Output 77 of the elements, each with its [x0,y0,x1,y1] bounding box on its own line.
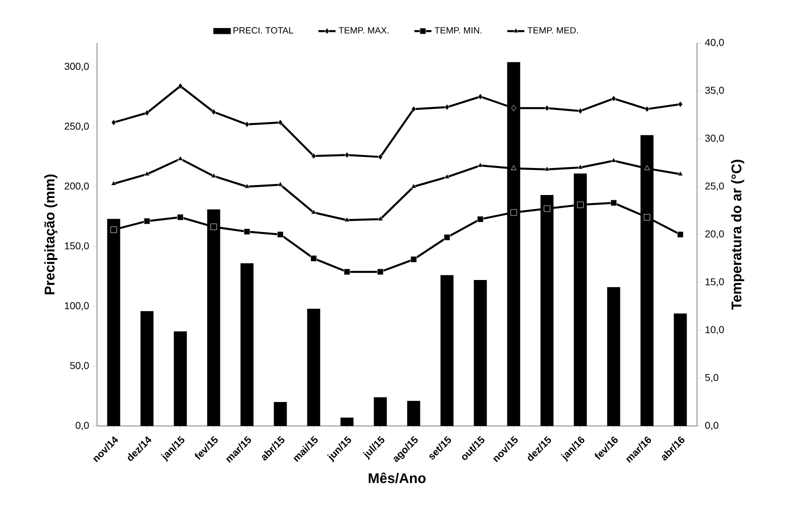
point [111,119,116,126]
y-tick-label: 100,0 [64,302,89,310]
point [510,165,516,170]
y2-tick-label: 20,0 [705,230,724,239]
point [610,200,617,206]
y2-tick-label: 10,0 [706,326,724,334]
y-tick-label: 150,0 [64,242,89,251]
y2-tick-label: 40,0 [705,38,724,48]
y-tick-label: 300,0 [64,62,89,72]
point [444,104,450,110]
point [311,152,316,160]
point [478,93,483,100]
point [144,110,150,116]
point [278,119,283,126]
point [410,256,417,263]
point [210,224,217,230]
point [577,202,584,208]
point [677,231,684,238]
point [144,218,150,224]
point [444,234,450,241]
point [544,166,550,172]
y2-tick-label: 15,0 [706,278,724,287]
y-tick-label: 250,0 [64,122,89,131]
y-axis-title: Precipitação (mm) [44,174,58,294]
point [578,164,584,170]
y2-tick-label: 0,0 [705,422,718,430]
point [177,214,184,220]
point [244,183,250,188]
point [211,108,216,116]
y-tick-label: 50,0 [70,362,89,370]
point [411,106,416,112]
point [610,158,616,162]
point [611,95,616,102]
y2-axis-title: Temperatura do ar (°C) [731,160,744,310]
y2-tick-label: 35,0 [705,86,724,96]
point [377,268,384,276]
point [278,182,284,186]
y2-tick-label: 25,0 [705,182,724,191]
point [110,226,117,233]
point [410,183,416,188]
legend-label: PRECI. TOTAL [234,27,294,34]
point [378,216,384,221]
y2-tick-label: 5,0 [705,374,718,382]
y2-tick-label: 30,0 [705,134,724,143]
legend-label: TEMP. MIN. [434,27,482,34]
point [178,82,183,90]
point [578,108,583,114]
point [344,152,350,158]
point [511,104,516,112]
point [344,268,350,276]
point [110,180,116,186]
point [477,216,484,222]
point [544,205,550,212]
point [678,170,684,176]
legend-label: TEMP. MED. [528,27,578,34]
y-tick-label: 200,0 [64,182,89,191]
point [378,154,383,160]
x-axis-title: Mês/Ano [368,472,426,484]
point [244,121,250,128]
point [277,231,284,238]
point [644,106,650,112]
legend-label: TEMP. MAX. [338,27,389,34]
point [478,162,484,168]
point [144,170,150,176]
point [510,209,517,216]
point [644,214,650,220]
point [210,172,216,178]
point [178,156,184,161]
y-tick-label: 0,0 [76,422,89,430]
point [244,228,250,235]
point [444,174,450,179]
point [310,255,317,262]
point [544,104,550,112]
point [310,209,316,214]
point [678,101,683,108]
point [344,216,350,222]
point [644,165,650,170]
